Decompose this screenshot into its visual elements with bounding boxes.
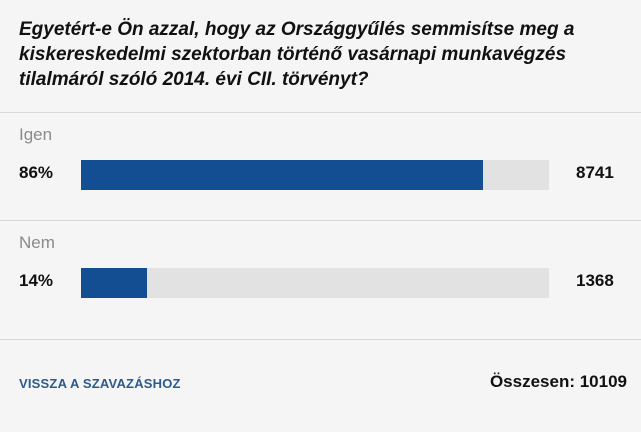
divider — [0, 112, 641, 113]
option-label: Igen — [19, 125, 53, 144]
total-votes: Összesen: 10109 — [489, 372, 627, 391]
result-bar-track — [81, 268, 549, 298]
divider — [0, 220, 641, 221]
result-bar-track — [81, 160, 549, 190]
poll-question: Egyetért-e Ön azzal, hogy az Országgyűlé… — [19, 19, 575, 90]
back-to-voting-link[interactable]: VISSZA A SZAVAZÁSHOZ — [19, 376, 181, 391]
option-label: Nem — [19, 233, 55, 252]
poll-option-yes: Igen 86% 8741 — [0, 113, 641, 213]
result-bar-fill — [81, 268, 147, 298]
result-bar-fill — [81, 160, 483, 190]
option-percent: 14% — [19, 271, 54, 290]
option-vote-count: 1368 — [576, 271, 614, 290]
option-vote-count: 8741 — [576, 163, 614, 182]
option-percent: 86% — [19, 163, 54, 182]
divider — [0, 339, 641, 340]
poll-option-no: Nem 14% 1368 — [0, 221, 641, 321]
